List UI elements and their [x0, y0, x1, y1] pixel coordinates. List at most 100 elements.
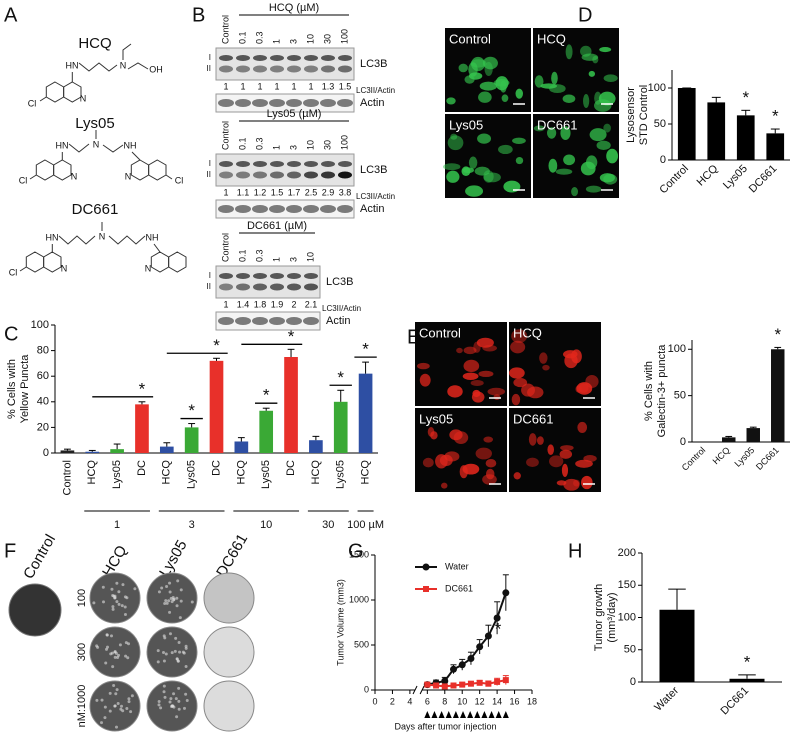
- bar: [60, 450, 75, 453]
- lane-label: 10: [305, 140, 315, 150]
- colony: [103, 705, 107, 709]
- ratio-label: 1: [223, 187, 228, 197]
- colony: [110, 651, 114, 655]
- band-ii: [304, 171, 318, 179]
- micrograph: [533, 114, 619, 198]
- colony: [124, 654, 128, 658]
- colony: [168, 610, 172, 614]
- ring: [43, 251, 62, 273]
- bond: [131, 151, 141, 161]
- actin-band: [320, 205, 336, 213]
- colony: [125, 707, 129, 711]
- bar: [309, 440, 323, 453]
- band-ii: [219, 65, 233, 73]
- band-ii: [253, 283, 267, 291]
- legend-marker: [422, 563, 430, 571]
- y-tick-label: 100: [31, 319, 49, 331]
- bar: [729, 678, 765, 682]
- ratio-label: 1.7: [288, 187, 301, 197]
- x-tick-label: Lys05: [260, 460, 272, 489]
- bar: [85, 451, 100, 453]
- x-tick-label: Lys05: [335, 460, 347, 489]
- treatment-label: Lys05 (µM): [267, 108, 322, 120]
- axis-break: [412, 685, 418, 695]
- bond: [39, 96, 47, 102]
- cell: [588, 70, 596, 77]
- marker: [484, 632, 492, 640]
- bar: [209, 360, 224, 453]
- colony: [179, 599, 183, 603]
- y-tick-label: 150: [618, 579, 636, 591]
- cell: [536, 436, 544, 445]
- band-i: [321, 161, 335, 167]
- x-tick-label: 4: [407, 696, 412, 706]
- ratio-label: 2.5: [305, 187, 318, 197]
- significance: *: [263, 386, 270, 405]
- ratio-caption: LC3II/Actin: [322, 304, 361, 313]
- band-i: [236, 161, 250, 167]
- dose-arrow: [431, 711, 438, 718]
- marker: [502, 677, 509, 684]
- cell: [561, 463, 569, 477]
- colony: [113, 655, 117, 659]
- significance: *: [337, 368, 344, 387]
- cell: [508, 367, 525, 379]
- blot: [215, 47, 355, 81]
- bar: [234, 441, 249, 453]
- colony: [171, 596, 175, 600]
- series-line: [427, 592, 507, 686]
- dose-arrow: [445, 711, 452, 718]
- colony: [165, 601, 169, 605]
- band-i: [321, 55, 335, 61]
- band-i: [270, 273, 284, 279]
- ratio-label: 1.5: [339, 81, 352, 91]
- cell: [456, 347, 463, 354]
- cell: [478, 370, 494, 378]
- bar: [746, 428, 760, 442]
- colony: [104, 647, 108, 651]
- actin-band: [252, 99, 268, 107]
- bond: [165, 174, 173, 180]
- panel-letter: D: [578, 4, 592, 26]
- dose-arrow: [460, 711, 467, 718]
- cell: [573, 479, 580, 487]
- significance: *: [742, 88, 749, 107]
- cell: [546, 127, 557, 139]
- ratio-label: 1.3: [322, 81, 335, 91]
- cell: [470, 379, 484, 386]
- plate: [203, 626, 255, 678]
- lane-label: 0.3: [254, 249, 264, 262]
- atom-label: HN: [56, 140, 69, 150]
- cell: [581, 53, 599, 61]
- cell: [419, 373, 431, 387]
- cell: [471, 391, 485, 403]
- band-i: [287, 55, 301, 61]
- band-i: [304, 55, 318, 61]
- lane-label: 0.1: [237, 31, 247, 44]
- cell: [603, 74, 618, 83]
- cell: [513, 377, 528, 388]
- ring: [63, 81, 82, 103]
- cell: [463, 359, 480, 373]
- panel-letter: G: [348, 540, 364, 562]
- loading-label: Actin: [326, 315, 350, 327]
- colony: [126, 656, 130, 660]
- colony: [184, 646, 188, 650]
- actin-band: [286, 99, 302, 107]
- colony: [121, 583, 125, 587]
- colony: [162, 634, 166, 638]
- colony: [184, 692, 188, 696]
- marker: [502, 589, 510, 597]
- marker: [476, 643, 484, 651]
- colony: [161, 651, 165, 655]
- cell: [534, 75, 544, 88]
- colony: [162, 690, 166, 694]
- significance: *: [188, 401, 195, 420]
- atom-label: OH: [149, 64, 163, 74]
- marker: [458, 661, 466, 669]
- cell: [510, 340, 526, 354]
- cell: [583, 94, 590, 109]
- band-ii: [270, 283, 284, 291]
- marker: [476, 679, 483, 686]
- cell: [487, 387, 505, 396]
